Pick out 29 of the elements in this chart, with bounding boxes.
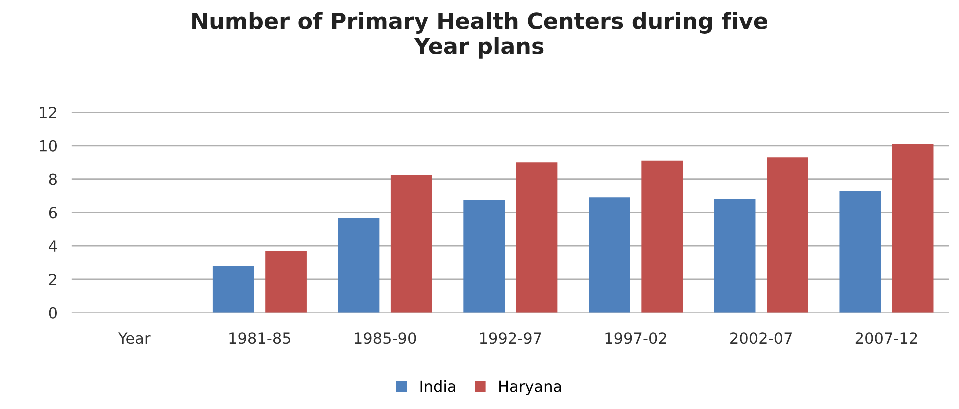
chart-title: Number of Primary Health Centers during five Year plans [192,12,768,59]
y-tick-label: 0 [49,307,58,319]
bar [714,199,756,313]
bar [212,266,254,313]
bar [840,190,882,313]
legend-label: India [420,380,456,392]
x-tick-label: 1981-85 [230,332,291,344]
y-tick-label: 6 [49,207,58,219]
x-tick-label: 1992-97 [480,332,542,344]
bar [464,200,506,313]
legend-label: Haryana [500,380,562,396]
bar [266,251,307,313]
bar [767,158,808,313]
x-tick-label: 2007-12 [856,332,918,344]
y-tick-label: 12 [40,106,57,118]
bar [516,162,558,313]
x-tick-label: Year [118,332,151,344]
bar [892,144,934,313]
bar [589,198,630,313]
x-tick-label: 1985-90 [355,332,416,344]
y-tick-label: 2 [49,274,57,286]
bar [338,218,380,313]
bar [642,160,684,313]
y-tick-label: 10 [40,140,58,152]
y-tick-label: 4 [49,240,58,252]
y-tick-label: 8 [49,174,57,186]
bar [390,175,432,313]
x-tick-label: 2002-07 [730,332,792,344]
x-tick-label: 1997-02 [606,332,666,344]
